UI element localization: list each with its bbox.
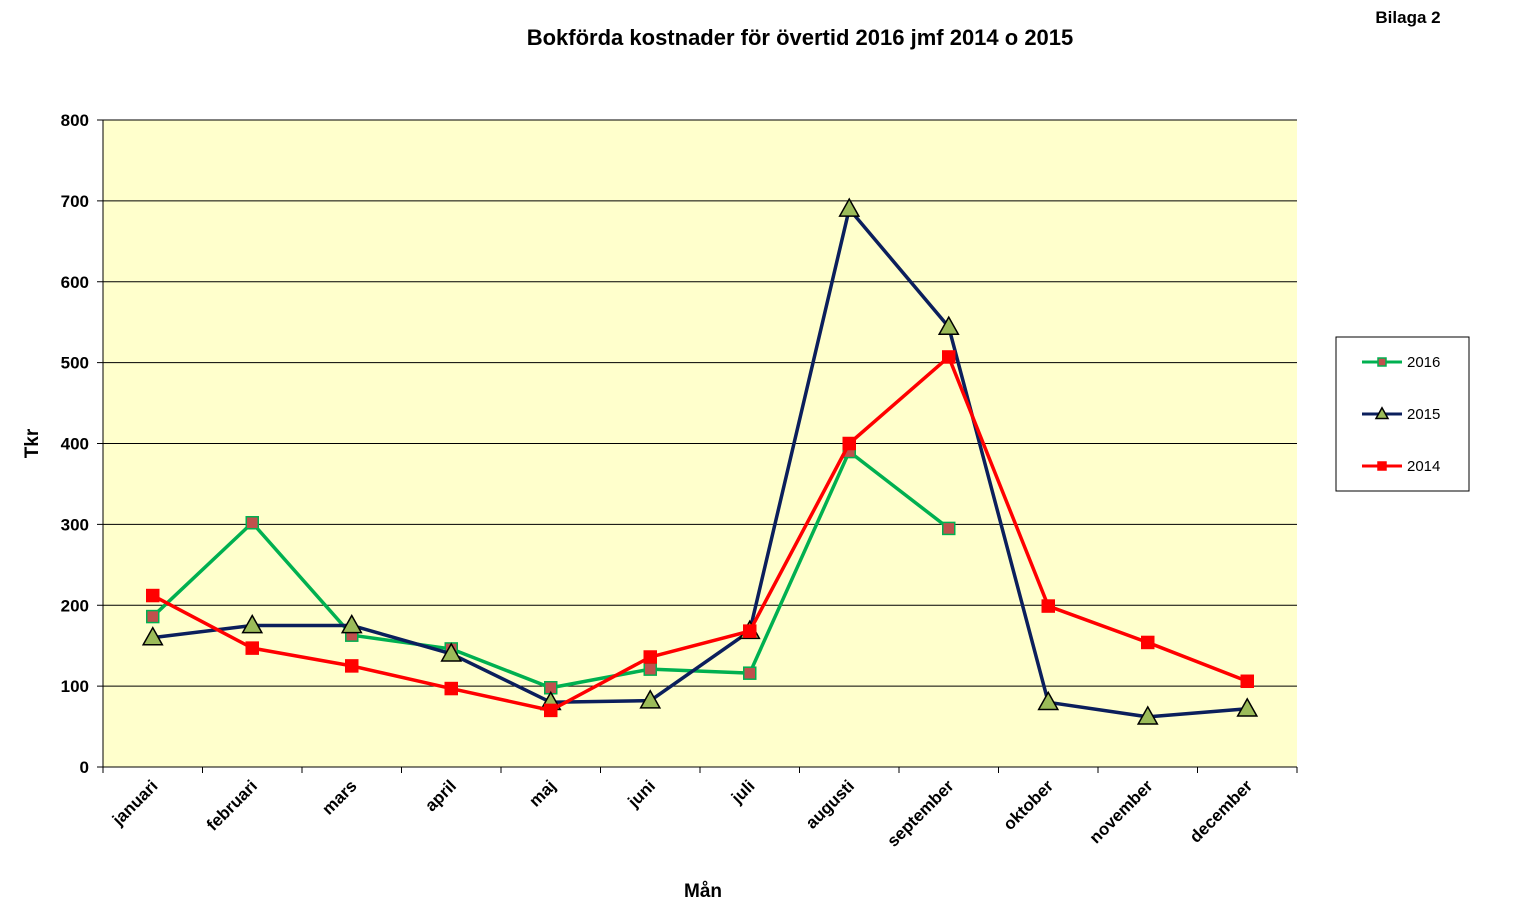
point-2015-april bbox=[440, 642, 463, 662]
legend-label-2015: 2015 bbox=[1407, 406, 1440, 423]
x-tick-label-december: december bbox=[1186, 776, 1257, 847]
x-tick-label-mars: mars bbox=[318, 776, 360, 818]
x-tick-label-april: april bbox=[421, 776, 460, 815]
y-tick-label-200: 200 bbox=[61, 596, 89, 615]
point-2014-september bbox=[942, 350, 956, 364]
x-axis-ticks: januari februari mars april maj juni juli augus… bbox=[102, 767, 1298, 851]
y-axis-ticks: 0 100 200 300 400 500 600 700 800 bbox=[61, 111, 103, 777]
point-2014-april bbox=[444, 681, 458, 696]
annotation-bilaga: Bilaga 2 bbox=[1375, 8, 1440, 27]
point-2015-november bbox=[1136, 705, 1159, 725]
series-line-2015 bbox=[152, 207, 1248, 719]
point-2014-december bbox=[1240, 674, 1254, 689]
x-tick-label-augusti: augusti bbox=[802, 776, 858, 832]
y-tick-label-300: 300 bbox=[61, 515, 89, 534]
point-2015-mars bbox=[340, 614, 363, 634]
legend: 2016 2015 2014 bbox=[1335, 336, 1470, 492]
y-tick-label-600: 600 bbox=[61, 273, 89, 292]
series-line-2014 bbox=[151, 355, 1248, 713]
x-tick-label-oktober: oktober bbox=[1000, 776, 1058, 834]
x-axis-label: Mån bbox=[684, 881, 722, 902]
point-2014-mars bbox=[345, 659, 359, 673]
x-tick-label-februari: februari bbox=[203, 776, 261, 834]
legend-marker-2014 bbox=[1377, 461, 1387, 471]
point-2016-februari bbox=[245, 516, 259, 530]
point-2014-februari bbox=[245, 641, 259, 655]
y-tick-label-500: 500 bbox=[61, 354, 89, 373]
x-tick-label-september: september bbox=[883, 776, 958, 851]
point-2016-juli bbox=[743, 666, 757, 680]
point-2015-augusti bbox=[838, 197, 861, 217]
x-tick-label-november: november bbox=[1086, 776, 1157, 847]
point-2015-januari bbox=[141, 626, 164, 646]
legend-item-2016: 2016 bbox=[1362, 354, 1440, 371]
point-2015-september bbox=[937, 315, 960, 335]
point-2015-februari bbox=[241, 614, 264, 634]
legend-label-2014: 2014 bbox=[1407, 458, 1440, 475]
series-2016 bbox=[146, 444, 956, 695]
x-tick-label-juni: juni bbox=[624, 776, 660, 812]
gridlines bbox=[103, 119, 1297, 687]
x-tick-label-maj: maj bbox=[525, 776, 559, 810]
y-tick-label-800: 800 bbox=[61, 111, 89, 130]
point-2014-juli bbox=[743, 624, 757, 638]
point-2014-oktober bbox=[1041, 599, 1055, 613]
y-tick-label-400: 400 bbox=[61, 435, 89, 454]
legend-item-2015: 2015 bbox=[1362, 406, 1440, 423]
legend-box bbox=[1335, 336, 1470, 492]
point-2015-oktober bbox=[1037, 690, 1060, 711]
point-2016-juni bbox=[643, 662, 657, 676]
point-2014-juni bbox=[643, 650, 657, 664]
chart-title: Bokförda kostnader för övertid 2016 jmf … bbox=[527, 25, 1074, 50]
legend-item-2014: 2014 bbox=[1362, 458, 1440, 475]
y-axis-label: Tkr bbox=[22, 428, 43, 458]
point-2014-november bbox=[1141, 635, 1155, 650]
y-tick-label-100: 100 bbox=[61, 677, 89, 696]
series-layer bbox=[141, 197, 1259, 725]
point-2016-september bbox=[942, 521, 956, 536]
x-tick-label-juli: juli bbox=[727, 776, 759, 808]
legend-label-2016: 2016 bbox=[1407, 354, 1440, 371]
y-tick-label-700: 700 bbox=[61, 192, 89, 211]
point-2014-januari bbox=[146, 588, 160, 603]
point-2016-januari bbox=[146, 609, 160, 624]
legend-marker-2016 bbox=[1377, 357, 1387, 367]
point-2014-augusti bbox=[842, 436, 856, 451]
x-tick-label-januari: januari bbox=[108, 776, 162, 830]
series-2014 bbox=[146, 350, 1254, 718]
legend-marker-2015 bbox=[1374, 406, 1390, 420]
y-tick-label-0: 0 bbox=[80, 758, 89, 777]
point-2014-maj bbox=[544, 703, 558, 718]
point-2015-december bbox=[1236, 697, 1259, 717]
point-2015-juni bbox=[639, 689, 662, 709]
